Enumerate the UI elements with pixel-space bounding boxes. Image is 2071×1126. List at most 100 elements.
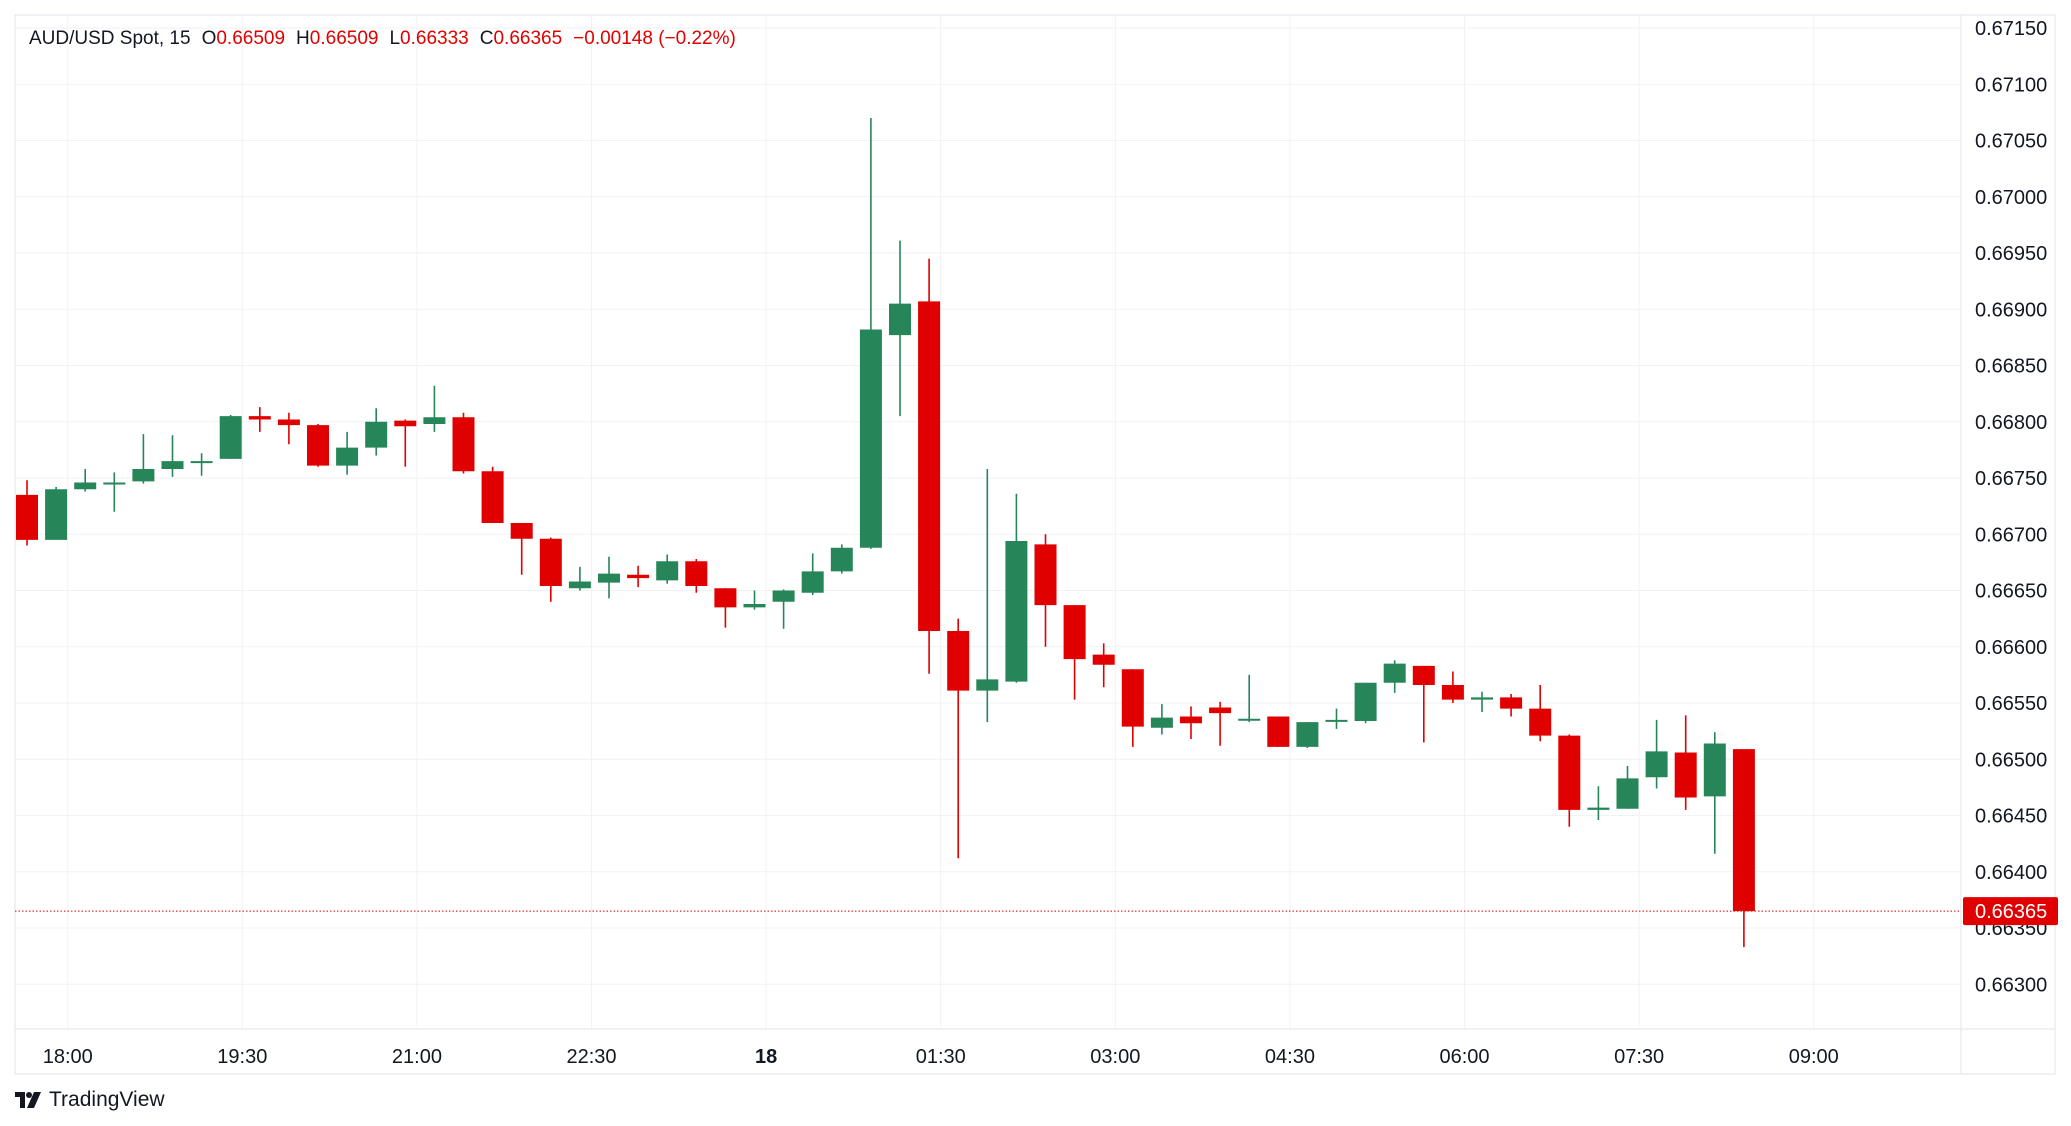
legend-close-label: C <box>479 28 494 49</box>
y-tick-label: 0.66400 <box>1975 862 2047 884</box>
legend-high-value: 0.66509 <box>309 28 379 49</box>
candle-body <box>45 489 68 540</box>
candle <box>1325 708 1348 729</box>
candle <box>248 407 271 432</box>
candle <box>365 408 388 456</box>
candle-body <box>918 301 941 631</box>
tradingview-logo-icon <box>15 1092 41 1108</box>
y-tick-label: 0.66750 <box>1975 468 2047 490</box>
y-tick-label: 0.66800 <box>1975 412 2047 434</box>
candle-body <box>1471 697 1493 700</box>
candle-body <box>801 571 824 593</box>
candle <box>1005 493 1028 683</box>
candle <box>481 466 504 523</box>
candle <box>336 431 359 475</box>
candle <box>1558 734 1581 827</box>
candle <box>1732 749 1755 948</box>
x-tick-label: 22:30 <box>567 1046 617 1068</box>
candle-body <box>1616 778 1639 809</box>
candle-body <box>1674 752 1697 798</box>
legend-change-value: −0.00148 (−0.22%) <box>573 28 736 49</box>
candle-body <box>277 419 300 426</box>
legend-close-value: 0.66365 <box>493 28 563 49</box>
x-tick-label: 19:30 <box>217 1046 267 1068</box>
candle-body <box>1005 541 1028 682</box>
candle <box>568 566 591 591</box>
candle-body <box>1325 719 1348 722</box>
y-tick-label: 0.67100 <box>1975 74 2047 96</box>
candle-body <box>423 417 446 424</box>
candle <box>132 434 155 484</box>
candle-body <box>714 588 737 608</box>
candle-body <box>1354 682 1377 721</box>
candle-body <box>161 461 184 469</box>
candle <box>1471 691 1493 712</box>
candle-body <box>1703 743 1726 797</box>
candle <box>772 589 795 629</box>
candle-body <box>103 482 126 485</box>
candle-body <box>307 425 329 466</box>
candle-body <box>1500 697 1523 709</box>
y-tick-label: 0.66700 <box>1975 524 2047 546</box>
candle <box>1441 671 1464 703</box>
y-tick-label: 0.66500 <box>1975 749 2047 771</box>
candle <box>1034 534 1057 647</box>
candle <box>103 472 126 512</box>
candle-body <box>568 581 591 589</box>
candle <box>219 415 242 459</box>
candle-body <box>1529 708 1552 736</box>
candle <box>889 240 911 417</box>
candle-body <box>1296 722 1319 747</box>
candle-body <box>1180 716 1202 724</box>
y-tick-label: 0.66300 <box>1975 974 2047 996</box>
candle-body <box>16 494 38 540</box>
legend-open-label: O <box>201 28 217 49</box>
y-tick-label: 0.66850 <box>1975 356 2047 378</box>
legend-high-label: H <box>296 28 310 49</box>
candle-body <box>947 631 970 691</box>
x-tick-label: 03:00 <box>1090 1046 1140 1068</box>
candle-body <box>481 471 504 523</box>
candle-body <box>1383 663 1406 683</box>
candle-body <box>1587 807 1610 810</box>
candle <box>743 590 766 610</box>
candle-body <box>365 421 388 448</box>
candle-body <box>1092 654 1115 665</box>
candle-body <box>685 561 708 586</box>
candle-body <box>889 303 911 336</box>
candle <box>1674 715 1697 810</box>
candle <box>1616 766 1639 809</box>
candle <box>830 544 853 574</box>
candle <box>539 537 562 602</box>
candle <box>598 556 620 599</box>
candle <box>1296 722 1319 748</box>
legend-low-value: 0.66333 <box>400 28 469 49</box>
x-tick-label: 06:00 <box>1440 1046 1490 1068</box>
y-tick-label: 0.67150 <box>1975 18 2047 40</box>
tradingview-brand[interactable]: TradingView <box>15 1088 165 1112</box>
candle-body <box>1034 544 1057 606</box>
legend-open-value: 0.66509 <box>216 28 286 49</box>
candle-body <box>772 590 795 602</box>
candle <box>307 424 329 467</box>
candle-body <box>190 461 213 464</box>
candle-body <box>1441 685 1464 700</box>
candle <box>394 419 417 467</box>
candle <box>1500 694 1523 717</box>
candle <box>859 118 882 549</box>
candle-body <box>598 573 620 583</box>
candle-body <box>219 416 242 459</box>
x-tick-label: 07:30 <box>1614 1046 1664 1068</box>
candle <box>161 435 184 477</box>
candle-body <box>1558 735 1581 810</box>
legend-symbol: AUD/USD Spot, 15 <box>29 28 191 49</box>
last-price-badge <box>1963 897 2058 926</box>
candle <box>423 385 446 432</box>
candle-body <box>1267 716 1290 747</box>
y-tick-label: 0.67000 <box>1975 187 2047 209</box>
candle-body <box>248 416 271 420</box>
candle <box>1180 706 1202 739</box>
candle-body <box>1063 605 1086 660</box>
candle <box>1703 732 1726 854</box>
